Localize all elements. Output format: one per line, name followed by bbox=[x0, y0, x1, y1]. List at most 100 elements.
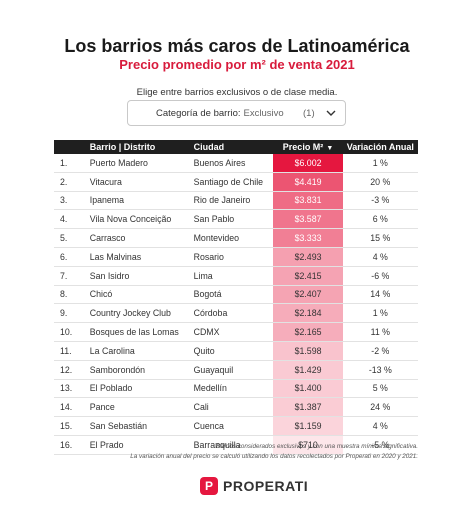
col-num bbox=[54, 140, 86, 154]
category-dropdown[interactable]: Categoría de barrio: Exclusivo (1) bbox=[127, 100, 346, 126]
dropdown-label: Categoría de barrio: bbox=[156, 107, 241, 119]
row-variacion: -5 % bbox=[342, 435, 418, 455]
row-ciudad: Bogotá bbox=[189, 285, 274, 305]
col-ciudad[interactable]: Ciudad bbox=[189, 140, 274, 154]
col-variacion[interactable]: Variación Anual bbox=[342, 140, 418, 154]
row-variacion: -2 % bbox=[342, 341, 418, 361]
row-variacion: 6 % bbox=[342, 209, 418, 230]
col-barrio[interactable]: Barrio | Distrito bbox=[85, 140, 190, 154]
table-row: 1. Puerto Madero Buenos Aires $6.002 1 % bbox=[54, 154, 418, 173]
row-precio: $1.400 bbox=[273, 379, 343, 399]
table-row: 15. San Sebastián Cuenca $1.159 4 % bbox=[54, 416, 418, 436]
table-row: 12. Samborondón Guayaquil $1.429 -13 % bbox=[54, 360, 418, 380]
row-rank: 11. bbox=[54, 341, 86, 361]
table-row: 2. Vitacura Santiago de Chile $4.419 20 % bbox=[54, 172, 418, 192]
row-ciudad: Montevideo bbox=[189, 228, 274, 248]
table-row: 16. El Prado Barranquilla $710 -5 % bbox=[54, 435, 418, 455]
footnote-1: Barrios considerados exclusivos y con un… bbox=[216, 443, 418, 450]
row-variacion: 11 % bbox=[342, 322, 418, 342]
properati-logo-icon: P bbox=[200, 477, 218, 495]
table-body: 1. Puerto Madero Buenos Aires $6.002 1 % 2. Vi… bbox=[54, 154, 418, 455]
col-precio-label: Precio M² bbox=[282, 142, 324, 152]
row-barrio: Chicó bbox=[85, 285, 190, 305]
row-rank: 8. bbox=[54, 285, 86, 305]
row-ciudad: Rio de Janeiro bbox=[189, 191, 274, 211]
row-rank: 5. bbox=[54, 228, 86, 248]
row-barrio: Country Jockey Club bbox=[85, 303, 190, 324]
row-ciudad: San Pablo bbox=[189, 209, 274, 230]
row-barrio: Bosques de las Lomas bbox=[85, 322, 190, 342]
table-row: 14. Pance Cali $1.387 24 % bbox=[54, 397, 418, 418]
row-ciudad: Medellín bbox=[189, 379, 274, 399]
row-variacion: 4 % bbox=[342, 247, 418, 267]
footnote-2: La variación anual del precio se calculó… bbox=[130, 453, 418, 460]
table-row: 3. Ipanema Rio de Janeiro $3.831 -3 % bbox=[54, 191, 418, 211]
row-ciudad: Barranquilla bbox=[189, 435, 274, 455]
row-precio: $3.333 bbox=[273, 228, 343, 248]
row-rank: 6. bbox=[54, 247, 86, 267]
row-precio: $3.831 bbox=[273, 191, 343, 211]
row-rank: 12. bbox=[54, 360, 86, 380]
row-precio: $1.429 bbox=[273, 360, 343, 380]
row-variacion: 1 % bbox=[342, 303, 418, 324]
row-precio: $4.419 bbox=[273, 172, 343, 192]
row-ciudad: Lima bbox=[189, 266, 274, 286]
row-precio: $2.407 bbox=[273, 285, 343, 305]
col-precio[interactable]: Precio M² ▼ bbox=[273, 140, 343, 154]
row-variacion: 24 % bbox=[342, 397, 418, 418]
row-variacion: -3 % bbox=[342, 191, 418, 211]
table-row: 11. La Carolina Quito $1.598 -2 % bbox=[54, 341, 418, 361]
row-barrio: Puerto Madero bbox=[85, 154, 190, 173]
dropdown-value: Exclusivo bbox=[243, 107, 284, 119]
dropdown-count: (1) bbox=[303, 108, 315, 119]
row-barrio: Vila Nova Conceição bbox=[85, 209, 190, 230]
row-rank: 7. bbox=[54, 266, 86, 286]
row-rank: 4. bbox=[54, 209, 86, 230]
row-rank: 3. bbox=[54, 191, 86, 211]
sort-desc-icon: ▼ bbox=[326, 145, 334, 152]
row-barrio: Pance bbox=[85, 397, 190, 418]
table-row: 4. Vila Nova Conceição San Pablo $3.587 6 % bbox=[54, 209, 418, 230]
row-variacion: 20 % bbox=[342, 172, 418, 192]
row-variacion: 1 % bbox=[342, 154, 418, 173]
row-barrio: Carrasco bbox=[85, 228, 190, 248]
row-rank: 2. bbox=[54, 172, 86, 192]
row-ciudad: Guayaquil bbox=[189, 360, 274, 380]
table-row: 6. Las Malvinas Rosario $2.493 4 % bbox=[54, 247, 418, 267]
ranking-table: Barrio | Distrito Ciudad Precio M² ▼ Vari… bbox=[54, 140, 418, 455]
brand-name: PROPERATI bbox=[223, 478, 309, 494]
chevron-down-icon bbox=[326, 110, 336, 116]
row-rank: 14. bbox=[54, 397, 86, 418]
row-ciudad: Buenos Aires bbox=[189, 154, 274, 173]
brand-logo: P PROPERATI bbox=[200, 477, 308, 495]
filter-prompt: Elige entre barrios exclusivos o de clas… bbox=[136, 87, 338, 98]
page-title: Los barrios más caros de Latinoamérica bbox=[64, 36, 410, 56]
row-rank: 9. bbox=[54, 303, 86, 324]
row-precio: $1.159 bbox=[273, 416, 343, 436]
row-rank: 15. bbox=[54, 416, 86, 436]
table-row: 9. Country Jockey Club Córdoba $2.184 1 % bbox=[54, 303, 418, 324]
row-barrio: Las Malvinas bbox=[85, 247, 190, 267]
row-variacion: 14 % bbox=[342, 285, 418, 305]
row-barrio: San Sebastián bbox=[85, 416, 190, 436]
row-precio: $6.002 bbox=[273, 154, 343, 173]
row-precio: $1.598 bbox=[273, 341, 343, 361]
row-rank: 10. bbox=[54, 322, 86, 342]
row-ciudad: Santiago de Chile bbox=[189, 172, 274, 192]
row-rank: 13. bbox=[54, 379, 86, 399]
table-row: 7. San Isidro Lima $2.415 -6 % bbox=[54, 266, 418, 286]
row-precio: $2.415 bbox=[273, 266, 343, 286]
row-precio: $1.387 bbox=[273, 397, 343, 418]
row-precio: $2.165 bbox=[273, 322, 343, 342]
row-barrio: El Prado bbox=[85, 435, 190, 455]
row-rank: 1. bbox=[54, 154, 86, 173]
row-variacion: 4 % bbox=[342, 416, 418, 436]
row-ciudad: Cali bbox=[189, 397, 274, 418]
row-ciudad: Quito bbox=[189, 341, 274, 361]
table-row: 13. El Poblado Medellín $1.400 5 % bbox=[54, 379, 418, 399]
row-precio: $710 bbox=[273, 435, 343, 455]
table-row: 8. Chicó Bogotá $2.407 14 % bbox=[54, 285, 418, 305]
row-rank: 16. bbox=[54, 435, 86, 455]
row-barrio: El Poblado bbox=[85, 379, 190, 399]
